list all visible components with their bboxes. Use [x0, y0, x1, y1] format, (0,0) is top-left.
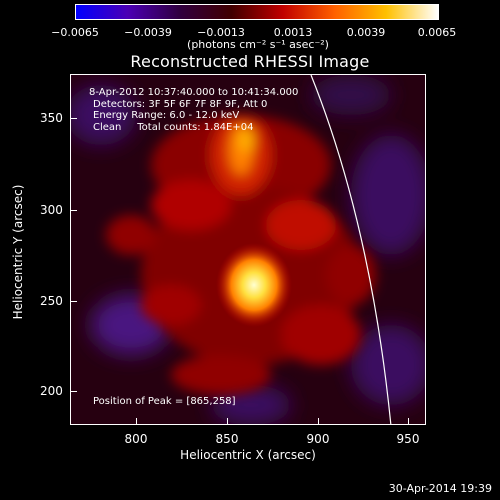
y-tick-mark — [70, 118, 77, 119]
x-tick-label: 900 — [306, 432, 330, 446]
y-tick-mark — [70, 210, 77, 211]
flux-map — [71, 75, 425, 424]
x-tick-label: 950 — [396, 432, 420, 446]
peak-position-text: Position of Peak = [865,258] — [93, 396, 236, 407]
colorbar-tick: 0.0065 — [417, 26, 457, 39]
y-tick-mark — [70, 301, 77, 302]
y-tick-mark — [70, 391, 77, 392]
rhessi-image: 8-Apr-2012 10:37:40.000 to 10:41:34.000 … — [70, 74, 426, 425]
colorbar-tick: −0.0039 — [124, 26, 172, 39]
colorbar-tick: −0.0013 — [197, 26, 245, 39]
plot-title: Reconstructed RHESSI Image — [130, 52, 370, 71]
colorbar-tick: −0.0065 — [51, 26, 99, 39]
y-axis-label: Heliocentric Y (arcsec) — [11, 184, 25, 320]
colorbar-tick: 0.0013 — [273, 26, 313, 39]
clean-counts-text: Clean Total counts: 1.84E+04 — [93, 122, 254, 133]
colorbar-units: (photons cm⁻² s⁻¹ asec⁻²) — [187, 38, 329, 51]
x-tick-mark — [318, 418, 319, 425]
colorbar — [75, 4, 439, 20]
x-tick-label: 850 — [215, 432, 239, 446]
negative-flux-regions — [71, 75, 425, 424]
peak-source — [216, 243, 292, 327]
x-tick-mark — [136, 418, 137, 425]
solar-limb — [310, 75, 392, 424]
x-tick-label: 800 — [124, 432, 148, 446]
time-range-text: 8-Apr-2012 10:37:40.000 to 10:41:34.000 — [89, 87, 299, 98]
energy-range-text: Energy Range: 6.0 - 12.0 keV — [93, 110, 240, 121]
x-tick-mark — [408, 418, 409, 425]
y-tick-label: 300 — [40, 203, 63, 217]
y-tick-label: 250 — [40, 294, 63, 308]
y-tick-label: 200 — [40, 384, 63, 398]
x-axis-label: Heliocentric X (arcsec) — [180, 448, 316, 462]
x-tick-mark — [227, 418, 228, 425]
colorbar-tick: 0.0039 — [346, 26, 386, 39]
timestamp: 30-Apr-2014 19:39 — [388, 482, 492, 495]
y-tick-label: 350 — [40, 111, 63, 125]
detectors-text: Detectors: 3F 5F 6F 7F 8F 9F, Att 0 — [93, 99, 268, 110]
